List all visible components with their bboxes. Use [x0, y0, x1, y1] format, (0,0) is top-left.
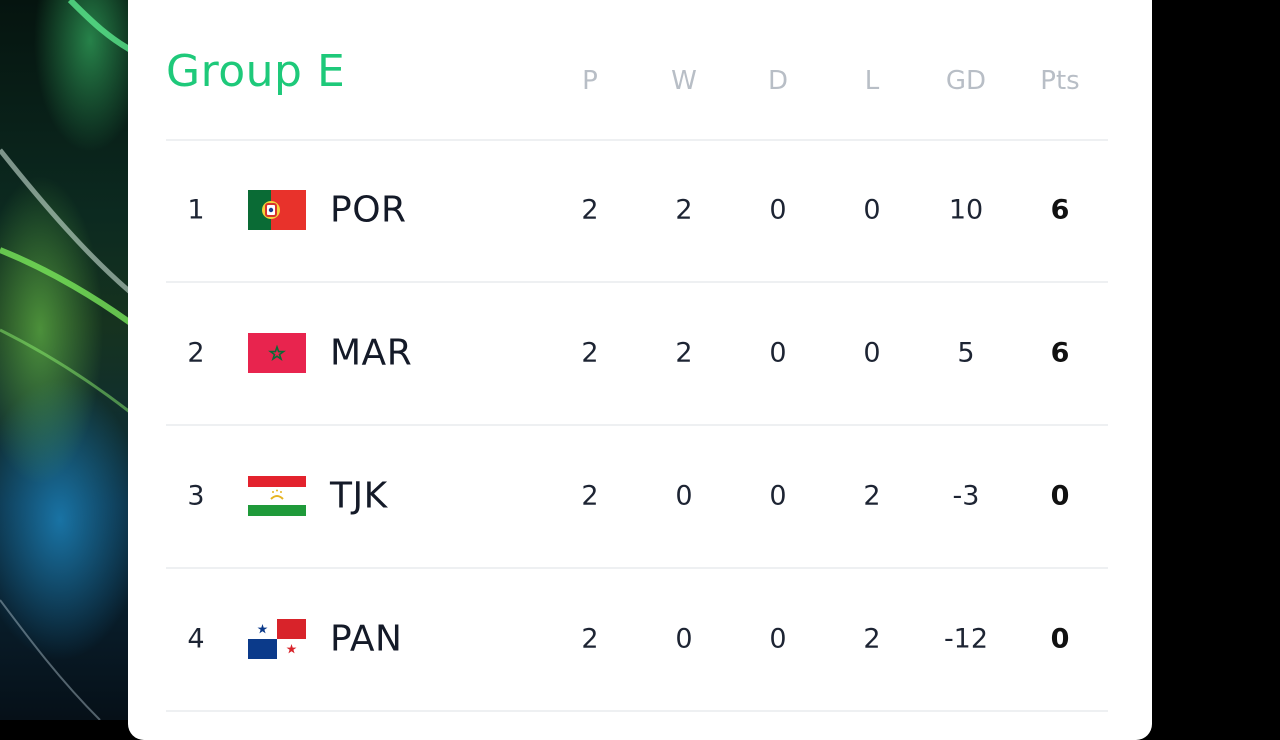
morocco-flag-icon [248, 333, 306, 373]
team-rank: 4 [187, 623, 205, 655]
column-header-played: P [582, 66, 598, 96]
team-rank: 3 [187, 480, 205, 512]
stat-played: 2 [581, 623, 599, 655]
stat-drawn: 0 [769, 623, 787, 655]
stat-played: 2 [581, 337, 599, 369]
header-divider [166, 139, 1108, 141]
stat-goal-difference: -3 [952, 480, 980, 512]
team-rank: 1 [187, 194, 205, 226]
stat-goal-difference: 10 [948, 194, 984, 226]
table-row[interactable]: 1 POR 2 2 0 0 10 6 [128, 139, 1152, 281]
team-name: MAR [330, 332, 413, 374]
background-right [1152, 0, 1280, 720]
stat-points: 6 [1050, 194, 1070, 226]
standings-card: Group E P W D L GD Pts 1 POR 2 2 0 0 10 … [128, 0, 1152, 740]
stat-won: 0 [675, 480, 693, 512]
stat-points: 6 [1050, 337, 1070, 369]
stat-played: 2 [581, 194, 599, 226]
stat-won: 2 [675, 194, 693, 226]
stat-points: 0 [1050, 480, 1070, 512]
background-decoration-left [0, 0, 140, 720]
stat-played: 2 [581, 480, 599, 512]
row-divider [166, 281, 1108, 283]
row-divider [166, 567, 1108, 569]
stat-drawn: 0 [769, 337, 787, 369]
stat-won: 2 [675, 337, 693, 369]
portugal-flag-icon [248, 190, 306, 230]
stat-points: 0 [1050, 623, 1070, 655]
column-header-lost: L [864, 66, 880, 96]
stat-drawn: 0 [769, 480, 787, 512]
column-header-drawn: D [767, 66, 789, 96]
tajikistan-flag-icon [248, 476, 306, 516]
row-divider [166, 710, 1108, 712]
table-row[interactable]: 4 PAN 2 0 0 2 -12 0 [128, 568, 1152, 710]
table-row[interactable]: 3 TJK 2 0 0 2 -3 0 [128, 425, 1152, 567]
column-header-goal-difference: GD [945, 66, 987, 96]
team-name: TJK [330, 475, 388, 517]
team-rank: 2 [187, 337, 205, 369]
column-header-points: Pts [1040, 66, 1080, 96]
panama-flag-icon [248, 619, 306, 659]
team-name: PAN [330, 618, 403, 660]
stat-goal-difference: -12 [943, 623, 989, 655]
stat-won: 0 [675, 623, 693, 655]
group-title: Group E [166, 46, 346, 97]
stat-drawn: 0 [769, 194, 787, 226]
stat-lost: 0 [863, 194, 881, 226]
row-divider [166, 424, 1108, 426]
team-name: POR [330, 189, 407, 231]
stat-lost: 0 [863, 337, 881, 369]
table-row[interactable]: 2 MAR 2 2 0 0 5 6 [128, 282, 1152, 424]
stat-lost: 2 [863, 480, 881, 512]
stat-lost: 2 [863, 623, 881, 655]
column-header-won: W [671, 66, 697, 96]
stat-goal-difference: 5 [957, 337, 975, 369]
